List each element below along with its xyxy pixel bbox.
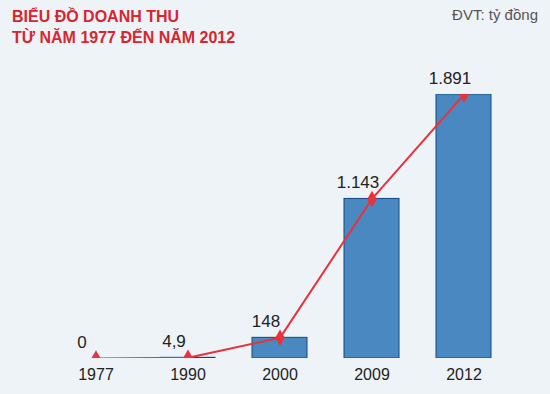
svg-text:2000: 2000 [262, 366, 298, 383]
svg-text:148: 148 [252, 312, 280, 331]
svg-text:1990: 1990 [170, 366, 206, 383]
svg-text:2012: 2012 [446, 366, 482, 383]
svg-text:2009: 2009 [354, 366, 390, 383]
svg-text:1.143: 1.143 [337, 173, 380, 192]
svg-text:0: 0 [77, 333, 86, 352]
svg-text:1.891: 1.891 [429, 69, 472, 88]
html-text:TỪ NĂM 1977 ĐẾN NĂM 2012: TỪ NĂM 1977 ĐẾN NĂM 2012 [12, 29, 236, 46]
svg-text:4,9: 4,9 [162, 332, 186, 351]
svg-text:1977: 1977 [78, 366, 114, 383]
html-text:BIỂU ĐỒ DOANH THU: BIỂU ĐỒ DOANH THU [12, 8, 180, 25]
html-text:ĐVT: tỷ đồng: ĐVT: tỷ đồng [452, 6, 538, 23]
